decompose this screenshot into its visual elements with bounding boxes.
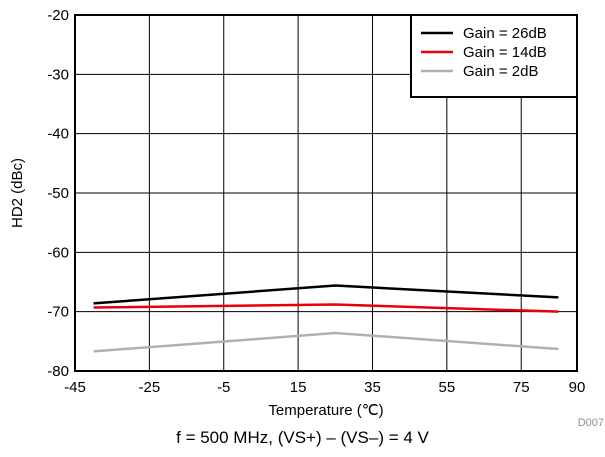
y-tick-label: -40 [47, 126, 69, 143]
x-tick-label: -25 [139, 379, 161, 396]
series-lines [93, 284, 559, 353]
y-tick-labels: -20 -30 -40 -50 -60 -70 -80 [47, 7, 69, 380]
y-tick-label: -50 [47, 185, 69, 202]
y-tick-label: -80 [47, 363, 69, 380]
chart-caption: f = 500 MHz, (VS+) – (VS–) = 4 V [176, 428, 429, 447]
y-tick-label: -70 [47, 304, 69, 321]
series-line [93, 284, 559, 305]
legend-label: Gain = 26dB [463, 25, 547, 42]
plot-frame [74, 14, 578, 372]
series-line [93, 303, 559, 313]
x-tick-label: 90 [569, 379, 586, 396]
x-tick-label: -5 [217, 379, 230, 396]
x-tick-label: 15 [290, 379, 307, 396]
legend-box [410, 14, 578, 98]
x-axis-title: Temperature (℃) [268, 402, 383, 419]
legend-label: Gain = 2dB [463, 63, 538, 80]
x-tick-label: 75 [513, 379, 530, 396]
x-tick-label: 55 [439, 379, 456, 396]
x-tick-labels: -45 -25 -5 15 35 55 75 90 [64, 379, 585, 396]
legend-label: Gain = 14dB [463, 44, 547, 61]
figure-id: D007 [578, 417, 604, 429]
legend: Gain = 26dB Gain = 14dB Gain = 2dB [410, 14, 578, 98]
y-axis-title: HD2 (dBc) [9, 158, 26, 228]
x-tick-label: -45 [64, 379, 86, 396]
y-tick-label: -60 [47, 244, 69, 261]
y-tick-label: -20 [47, 7, 69, 24]
series-line [93, 331, 559, 353]
x-tick-label: 35 [364, 379, 381, 396]
y-tick-label: -30 [47, 66, 69, 83]
